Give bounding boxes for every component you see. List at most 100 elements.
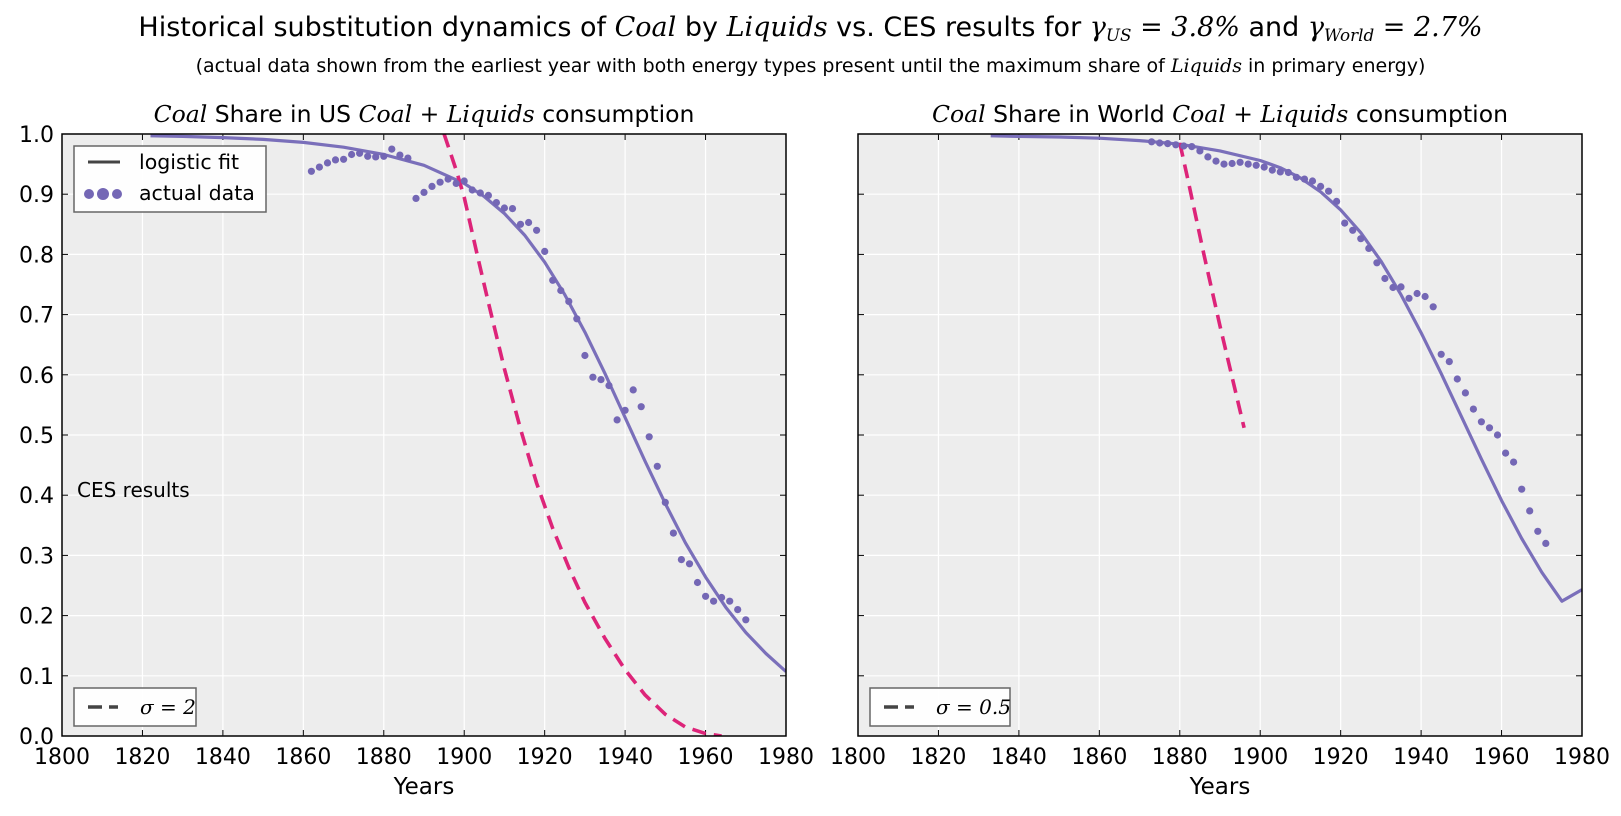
x-axis-label: Years bbox=[393, 774, 455, 800]
data-point bbox=[1341, 219, 1349, 227]
y-tick-label: 0.8 bbox=[19, 243, 54, 268]
data-point bbox=[565, 297, 573, 305]
logistic-fit-line bbox=[990, 134, 1582, 603]
data-point bbox=[734, 606, 742, 614]
legend-ces: σ = 2 bbox=[73, 687, 197, 727]
data-point bbox=[710, 597, 718, 605]
data-point bbox=[1397, 283, 1405, 291]
legend-dot-swatch bbox=[112, 189, 122, 199]
data-point bbox=[541, 247, 549, 255]
data-point bbox=[1365, 244, 1373, 252]
title-text-4: and bbox=[1239, 12, 1308, 43]
y-tick-label: 1.0 bbox=[19, 123, 54, 148]
data-point bbox=[677, 556, 686, 564]
plot-frame bbox=[61, 133, 787, 737]
chart-title-us-math-1: Coal bbox=[153, 100, 208, 128]
x-tick-label: 1820 bbox=[910, 745, 966, 770]
data-point bbox=[1212, 157, 1220, 165]
legend-main: logistic fit actual data bbox=[73, 145, 267, 213]
data-point bbox=[525, 218, 533, 227]
data-point bbox=[1300, 175, 1309, 183]
gamma-subscript-us: US bbox=[1105, 25, 1132, 46]
data-point bbox=[396, 151, 404, 159]
data-point bbox=[1236, 158, 1244, 166]
x-tick-label: 1980 bbox=[1554, 745, 1610, 770]
title-text-1: Historical substitution dynamics of bbox=[138, 12, 615, 43]
data-point bbox=[428, 182, 436, 190]
data-point bbox=[1485, 424, 1494, 432]
data-point bbox=[1405, 294, 1413, 302]
legend-label-sigma: σ = 2 bbox=[140, 695, 196, 719]
x-tick-label: 1960 bbox=[678, 745, 734, 770]
data-point bbox=[1188, 143, 1196, 151]
legend-dot-swatch bbox=[84, 189, 94, 199]
data-point bbox=[661, 498, 669, 506]
subtitle-text-2: in primary energy) bbox=[1241, 55, 1426, 77]
data-point bbox=[581, 351, 589, 360]
data-point bbox=[348, 150, 356, 159]
data-point bbox=[404, 154, 412, 162]
data-point bbox=[1510, 458, 1518, 466]
plot-area bbox=[150, 134, 786, 736]
chart-panel-world: 1800 1820 1840 1860 1880 1900 1920 1940 1960 1980… bbox=[830, 133, 1610, 800]
data-point bbox=[492, 199, 500, 207]
plot-frame bbox=[857, 133, 1583, 737]
data-point bbox=[1220, 160, 1228, 168]
title-math-coal: Coal bbox=[614, 12, 677, 43]
data-point bbox=[702, 592, 710, 600]
data-point bbox=[613, 416, 621, 424]
data-point bbox=[1389, 283, 1397, 292]
data-point bbox=[742, 616, 750, 624]
legend-ces: σ = 0.5 bbox=[869, 687, 1011, 727]
ces-curve-line bbox=[442, 134, 722, 736]
data-point bbox=[1260, 163, 1268, 171]
data-point bbox=[693, 578, 702, 587]
chart-title-world-math-2: Coal + Liquids bbox=[1172, 100, 1349, 128]
figure-subtitle: (actual data shown from the earliest yea… bbox=[0, 55, 1621, 77]
data-point bbox=[356, 149, 364, 157]
x-tick-label: 1940 bbox=[597, 745, 653, 770]
data-point bbox=[1421, 292, 1429, 301]
data-point bbox=[340, 155, 348, 163]
data-point bbox=[1333, 197, 1341, 205]
y-tick-label: 0.2 bbox=[19, 605, 54, 630]
data-point bbox=[1502, 449, 1510, 457]
data-point bbox=[597, 376, 605, 384]
data-point bbox=[1292, 173, 1300, 181]
title-math-gamma-world: γWorld = 2.7% bbox=[1308, 12, 1483, 45]
data-point bbox=[508, 205, 517, 213]
y-tick-label: 0.1 bbox=[19, 665, 54, 690]
data-point bbox=[444, 175, 452, 183]
y-tick-label: 0.0 bbox=[19, 725, 54, 750]
data-point bbox=[331, 156, 340, 164]
x-axis-label: Years bbox=[1189, 774, 1251, 800]
data-point bbox=[669, 529, 678, 537]
data-point bbox=[533, 226, 541, 234]
subtitle-math-liquids: Liquids bbox=[1170, 55, 1242, 77]
x-tick-label: 1920 bbox=[1313, 745, 1369, 770]
data-point bbox=[653, 462, 661, 470]
data-point bbox=[1317, 182, 1325, 190]
data-point bbox=[1244, 160, 1252, 168]
chart-title-world-text-2: consumption bbox=[1348, 100, 1508, 128]
data-point bbox=[557, 286, 565, 295]
data-point bbox=[621, 406, 629, 414]
ces-curve-line bbox=[1178, 142, 1246, 429]
chart-title-us-text-1: Share in US bbox=[207, 100, 359, 128]
logistic-fit-line bbox=[150, 134, 786, 673]
x-tick-label: 1920 bbox=[517, 745, 573, 770]
data-point bbox=[1228, 159, 1236, 168]
data-point bbox=[629, 386, 637, 394]
data-point bbox=[412, 194, 420, 202]
data-point bbox=[476, 189, 484, 197]
figure-title: Historical substitution dynamics of Coal… bbox=[0, 12, 1621, 45]
data-point bbox=[1156, 139, 1164, 147]
data-point bbox=[573, 315, 581, 323]
data-point bbox=[1172, 141, 1180, 149]
x-tick-label: 1900 bbox=[436, 745, 492, 770]
data-point bbox=[1445, 358, 1453, 366]
data-point bbox=[1534, 527, 1542, 535]
data-point bbox=[452, 179, 460, 187]
data-point bbox=[1453, 375, 1461, 383]
data-point bbox=[1268, 166, 1276, 174]
